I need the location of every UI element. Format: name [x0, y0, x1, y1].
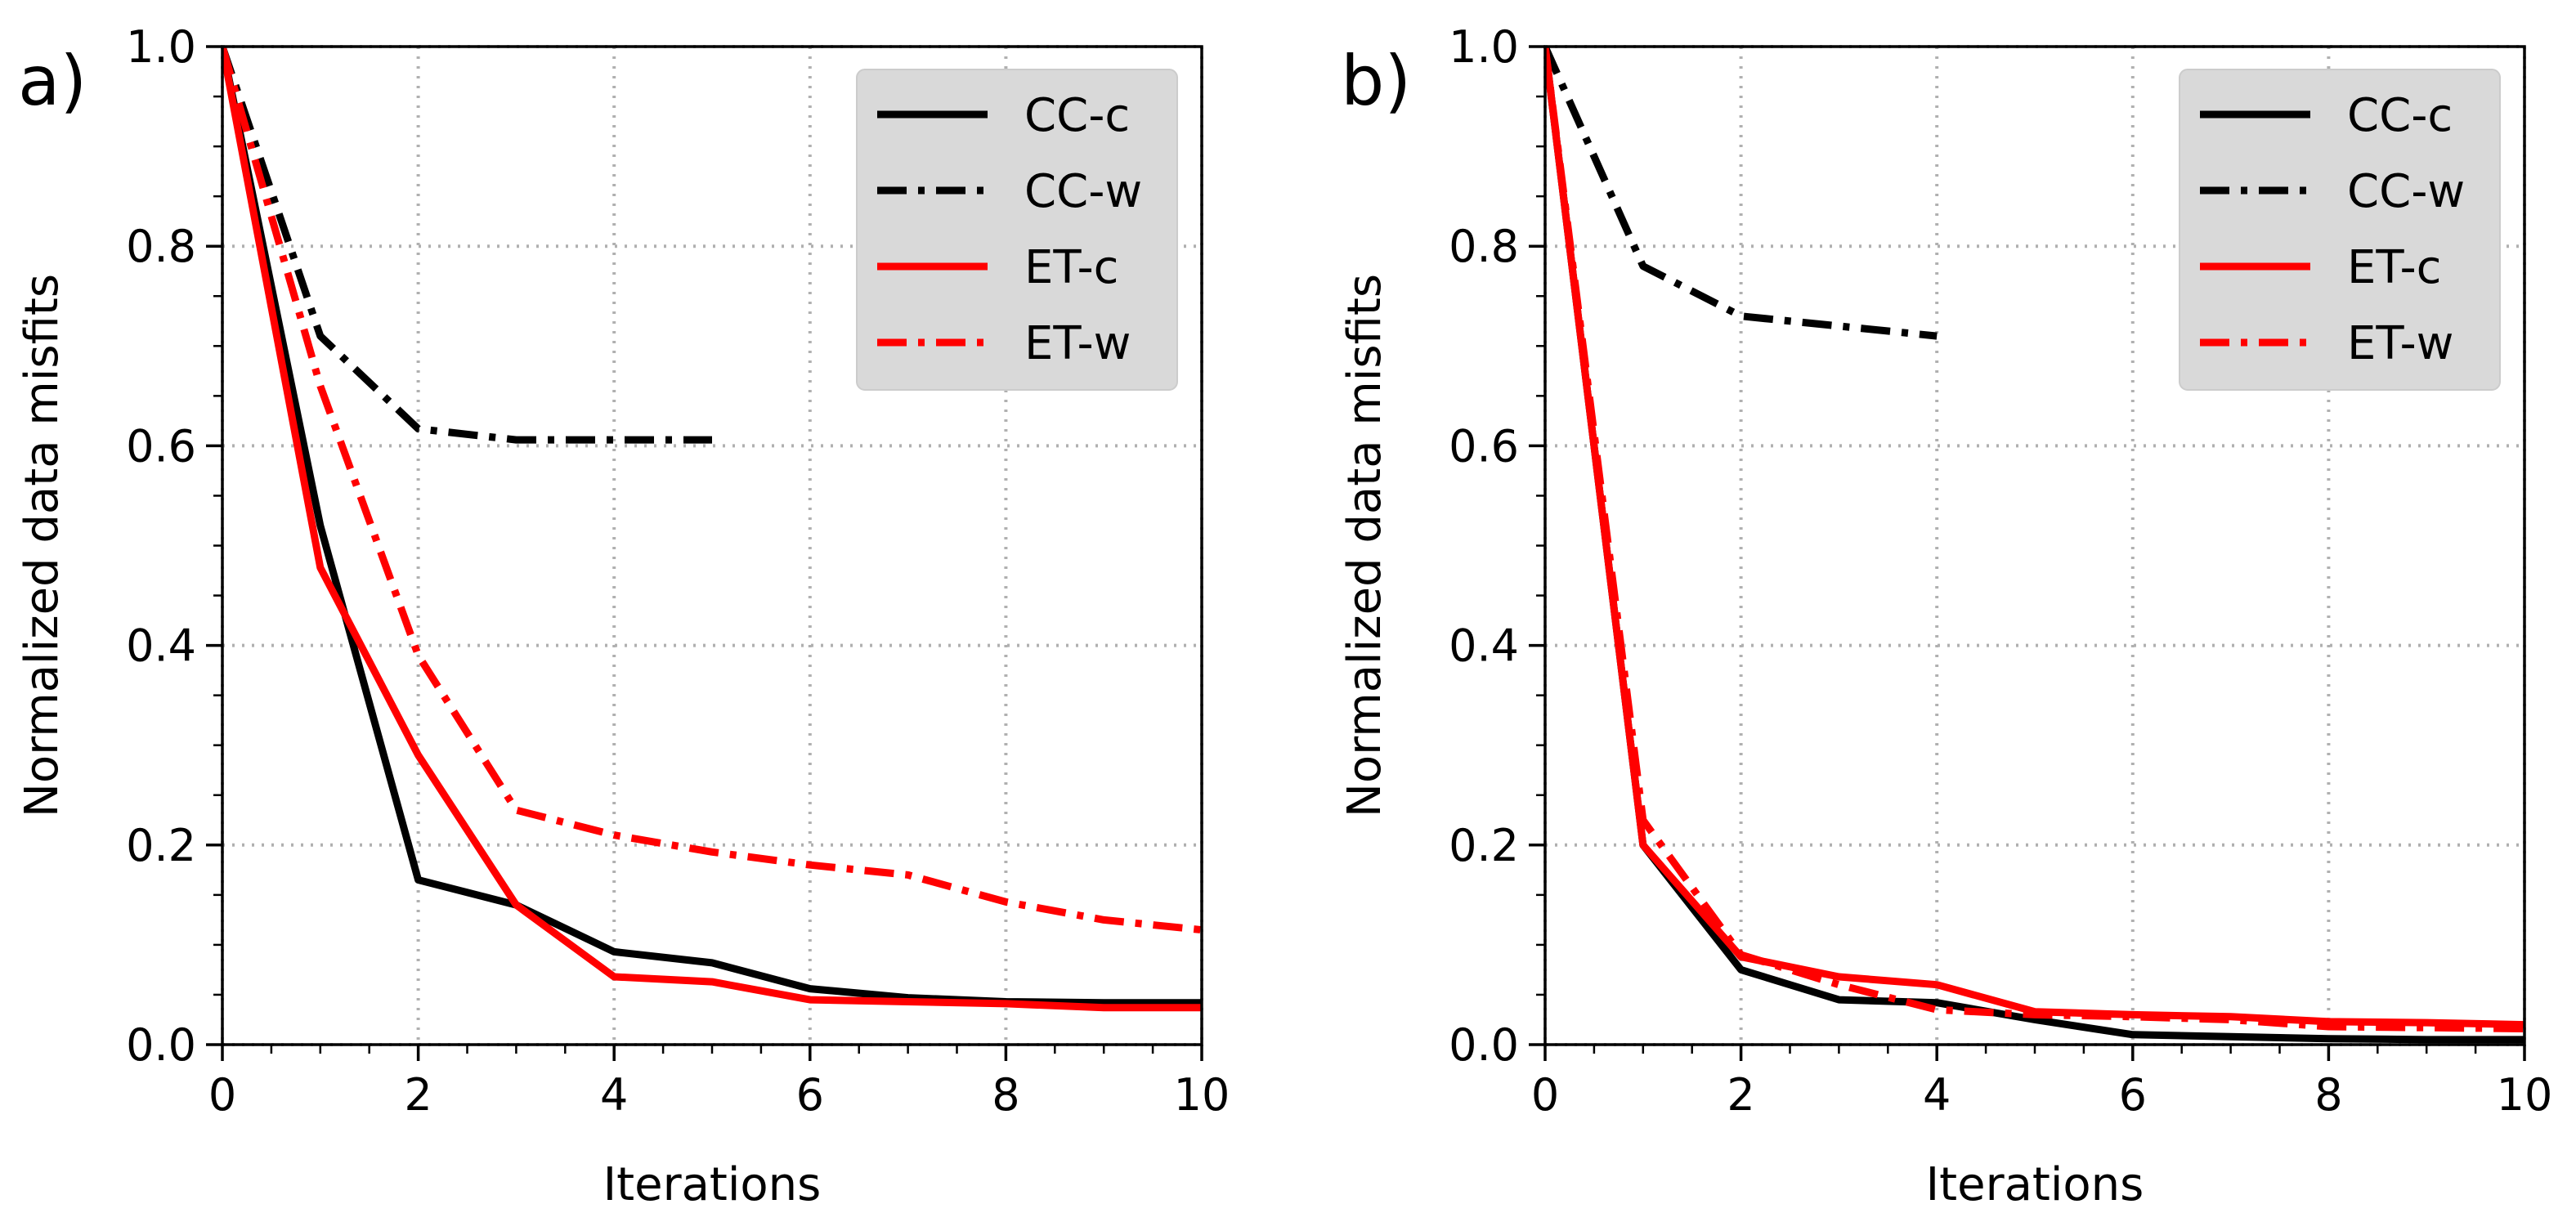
x-tick-label: 8 [992, 1069, 1019, 1121]
legend-box [2179, 69, 2501, 391]
legend-label: ET-c [1024, 241, 1118, 294]
x-tick-label: 2 [404, 1069, 432, 1121]
y-tick-label: 0.6 [126, 420, 196, 472]
x-tick-label: 2 [1727, 1069, 1754, 1121]
y-tick-label: 0.2 [1449, 820, 1519, 871]
y-axis-label: Normalized data misfits [16, 274, 69, 817]
x-axis-label: Iterations [603, 1158, 822, 1211]
legend-label: ET-w [2347, 317, 2453, 370]
legend-label: CC-w [1024, 165, 1142, 218]
y-tick-label: 1.0 [1449, 21, 1519, 73]
series-line-cc-c [1545, 47, 2524, 1044]
y-tick-label: 0.0 [126, 1019, 196, 1071]
y-tick-label: 0.0 [1449, 1019, 1519, 1071]
legend-label: ET-c [2347, 241, 2441, 294]
x-tick-label: 6 [2119, 1069, 2147, 1121]
y-tick-label: 0.8 [126, 221, 196, 272]
series-line-cc-w [222, 47, 712, 444]
chart-panel-a: 0 2 4 6 8 10 0.0 0.2 0.4 0.6 0.8 1.0 Iterations Norma… [16, 21, 1230, 1211]
series-line-et-w [1545, 47, 2524, 1032]
y-tick-label: 0.4 [1449, 620, 1519, 672]
series-line-et-c [222, 47, 1202, 1012]
x-tick-label: 0 [208, 1069, 236, 1121]
x-axis-label: Iterations [1926, 1158, 2144, 1211]
y-tick-label: 1.0 [126, 21, 196, 73]
x-tick-label: 10 [2497, 1069, 2553, 1121]
y-tick-label: 0.4 [126, 620, 196, 672]
x-tick-label: 4 [1923, 1069, 1951, 1121]
panel-label: b) [1341, 41, 1411, 121]
y-tick-label: 0.2 [126, 820, 196, 871]
x-tick-label: 4 [600, 1069, 628, 1121]
y-axis-label: Normalized data misfits [1338, 274, 1391, 817]
legend-label: CC-c [2347, 89, 2453, 142]
legend-label: CC-w [2347, 165, 2465, 218]
panel-label: a) [18, 41, 87, 121]
legend-label: ET-w [1024, 317, 1131, 370]
y-tick-label: 0.6 [1449, 420, 1519, 472]
y-tick-label: 0.8 [1449, 221, 1519, 272]
legend-box [856, 69, 1178, 391]
legend-label: CC-c [1024, 89, 1130, 142]
x-tick-label: 0 [1531, 1069, 1559, 1121]
x-tick-label: 10 [1174, 1069, 1230, 1121]
chart-panel-b: 0 2 4 6 8 10 0.0 0.2 0.4 0.6 0.8 1.0 Iterations Norma… [1338, 21, 2552, 1211]
series-line-et-w [222, 47, 1202, 934]
x-tick-label: 8 [2314, 1069, 2342, 1121]
x-tick-label: 6 [796, 1069, 824, 1121]
series-line-cc-w [1545, 47, 1938, 340]
